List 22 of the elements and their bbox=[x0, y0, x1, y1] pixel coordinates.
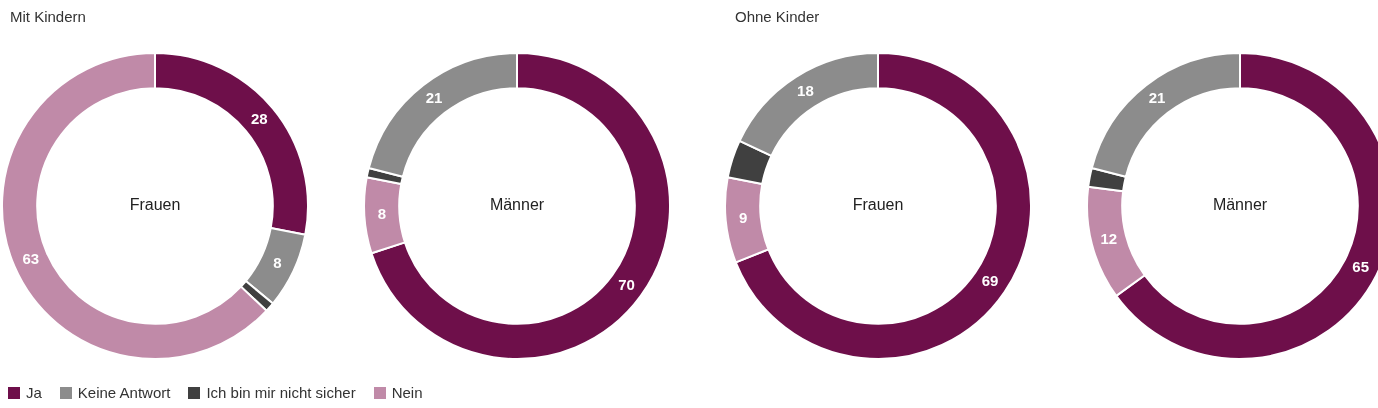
legend-label: Nein bbox=[390, 384, 423, 401]
data-label: 21 bbox=[425, 89, 443, 107]
text: Männer bbox=[1212, 196, 1268, 214]
legend-label: Keine Antwort bbox=[76, 384, 171, 401]
data-label: 8 bbox=[377, 204, 387, 222]
chart-title: Ohne Kinder bbox=[735, 8, 820, 25]
chart-title: Mit Kindern bbox=[10, 8, 86, 25]
data-label: 8 bbox=[273, 253, 282, 271]
data-label: 9 bbox=[739, 208, 748, 226]
data-label: 69 bbox=[981, 272, 999, 290]
data-label: 18 bbox=[797, 81, 814, 99]
data-label: 70 bbox=[618, 275, 635, 293]
text: Männer bbox=[489, 196, 545, 214]
data-label: 63 bbox=[22, 249, 40, 267]
data-label: 12 bbox=[1100, 229, 1118, 247]
legend-label: Ich bin mir nicht sicher bbox=[205, 384, 356, 401]
data-label: 21 bbox=[1148, 89, 1166, 107]
legend-label: Ja bbox=[25, 384, 42, 401]
data-label: 65 bbox=[1352, 257, 1369, 275]
text: Frauen bbox=[129, 196, 181, 214]
data-label: 28 bbox=[250, 109, 268, 127]
text: Frauen bbox=[852, 196, 904, 214]
